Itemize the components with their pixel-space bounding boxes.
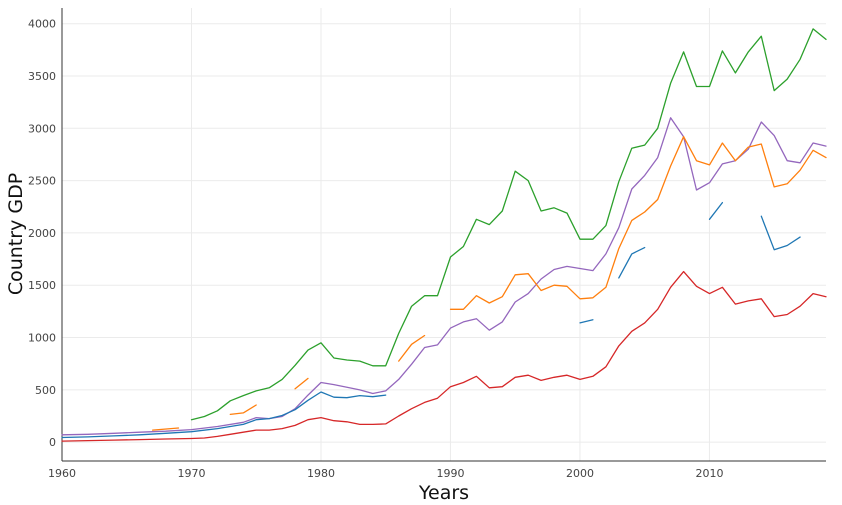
series-4 [61, 201, 801, 439]
series-line-segment [61, 117, 827, 436]
series-line-segment [61, 270, 827, 442]
y-tick-label: 1500 [28, 279, 56, 292]
y-tick-label: 2500 [28, 175, 56, 188]
series-5 [61, 270, 827, 442]
x-tick-label: 1990 [436, 467, 464, 480]
tick-layer: 1960 1970 1980 1990 2000 2010 0 500 1000 1500 2000… [28, 18, 723, 480]
axis-layer [61, 8, 826, 462]
series-line-segment [61, 391, 387, 439]
series-line-segment [449, 136, 827, 310]
series-1 [190, 28, 827, 421]
y-tick-label: 4000 [28, 18, 56, 31]
grid-layer [61, 8, 826, 461]
series-2 [61, 117, 827, 436]
series-line-segment [618, 246, 646, 279]
series-line-segment [708, 201, 724, 220]
series-line-segment [151, 427, 180, 431]
series-3 [151, 136, 827, 431]
series-line-segment [579, 319, 594, 324]
x-tick-label: 1960 [48, 467, 76, 480]
x-tick-label: 2000 [566, 467, 594, 480]
series-line-segment [294, 377, 309, 390]
series-line-segment [229, 404, 257, 416]
x-tick-label: 1970 [177, 467, 205, 480]
y-tick-label: 3500 [28, 70, 56, 83]
y-tick-label: 500 [35, 384, 56, 397]
x-tick-label: 1980 [307, 467, 335, 480]
x-tick-label: 2010 [695, 467, 723, 480]
y-tick-label: 0 [49, 436, 56, 449]
y-tick-label: 3000 [28, 122, 56, 135]
series-layer [61, 28, 827, 442]
y-axis-title: Country GDP [5, 173, 27, 295]
x-axis-title: Years [418, 482, 469, 504]
series-line-segment [398, 334, 426, 362]
series-line-segment [760, 215, 801, 251]
series-line-segment [190, 28, 827, 421]
y-tick-label: 1000 [28, 332, 56, 345]
y-tick-label: 2000 [28, 227, 56, 240]
